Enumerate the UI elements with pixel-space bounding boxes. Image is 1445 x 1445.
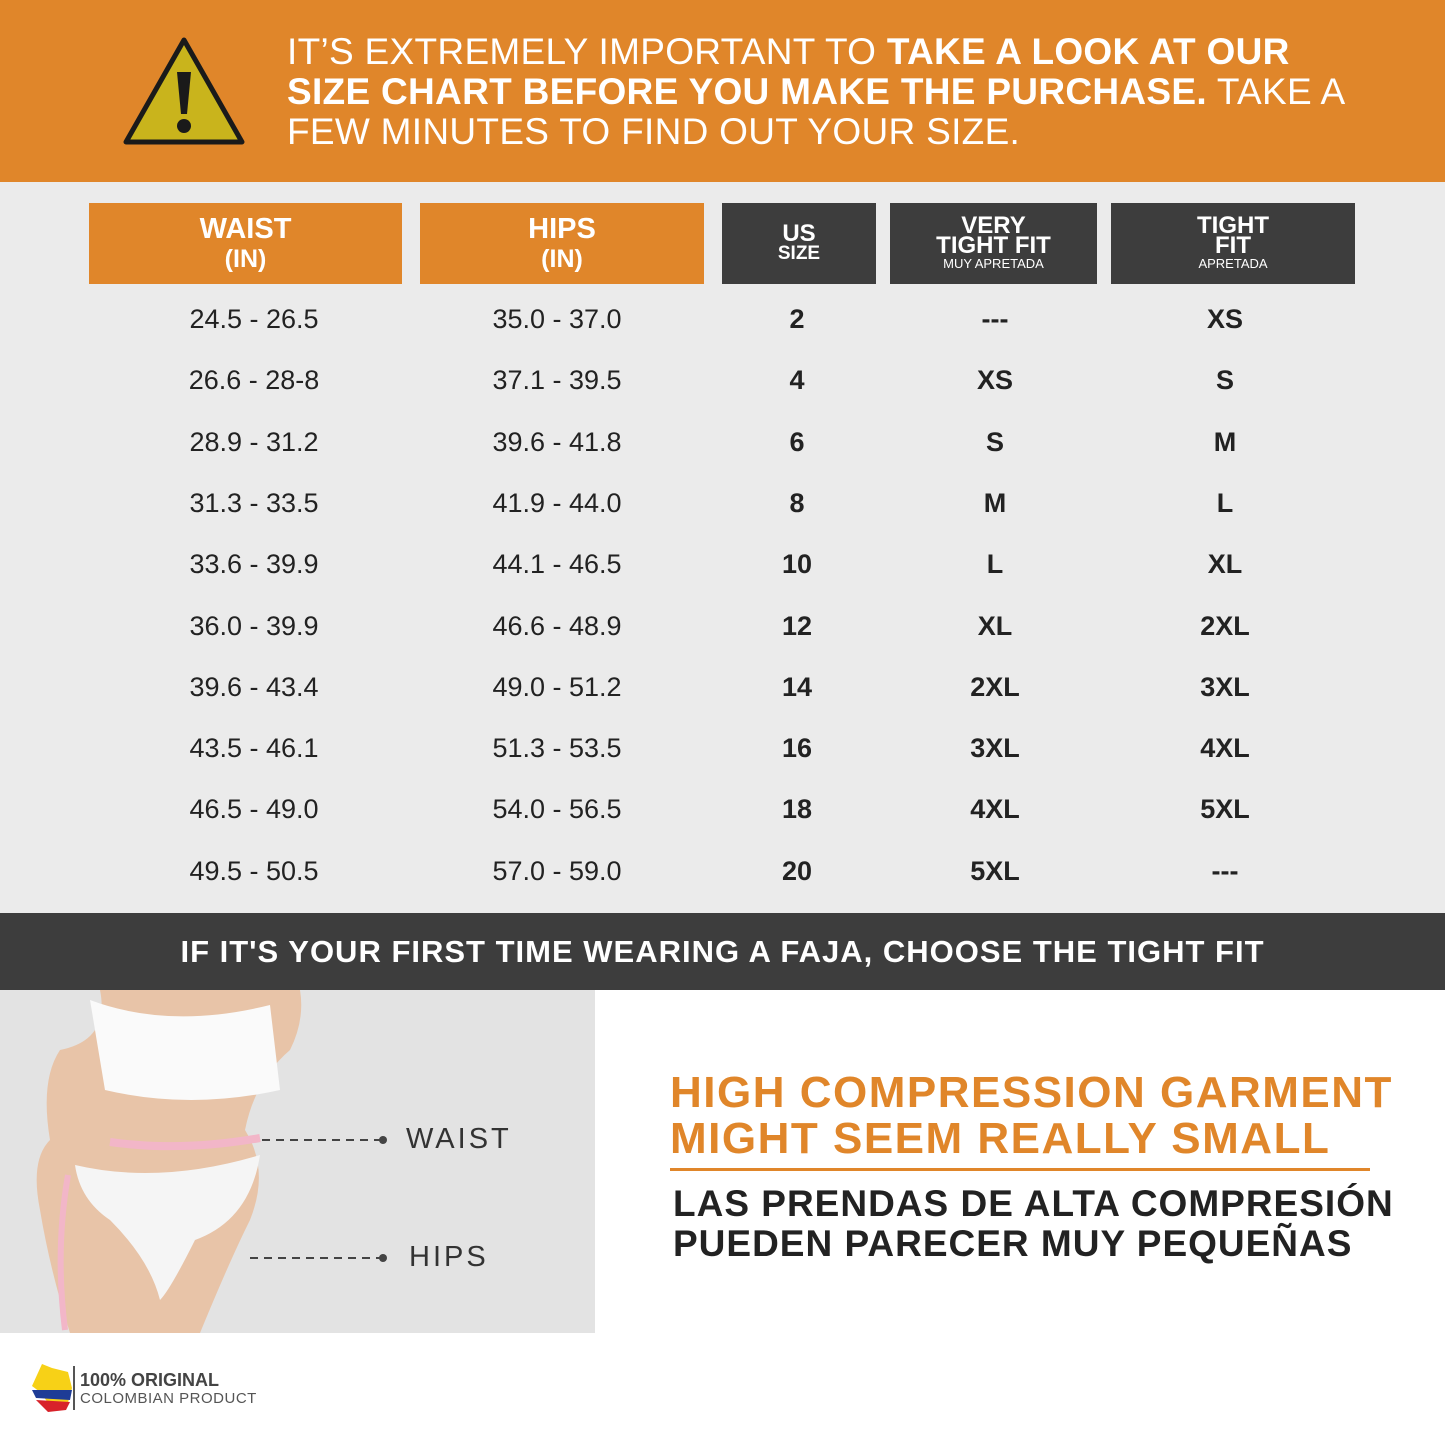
table-cell: 16 <box>781 733 813 764</box>
table-cell: 33.6 - 39.9 <box>189 549 319 580</box>
table-cell: 37.1 - 39.5 <box>492 365 622 396</box>
table-cell: 36.0 - 39.9 <box>189 610 319 641</box>
table-header: HIPS (IN) <box>420 203 704 284</box>
table-cell: XL <box>977 610 1013 641</box>
table-cell: XS <box>976 365 1014 396</box>
header-line: FIT <box>1215 231 1251 259</box>
header-line: VERY <box>961 211 1026 239</box>
table-background <box>0 182 1445 913</box>
table-cell: 6 <box>789 426 805 457</box>
logo-separator <box>73 1366 75 1410</box>
table-cell: 26.6 - 28-8 <box>188 365 320 396</box>
header-line: US <box>782 219 816 247</box>
header-line: (IN) <box>224 244 267 273</box>
table-cell: 49.0 - 51.2 <box>492 671 622 702</box>
table-cell: 24.5 - 26.5 <box>189 304 319 334</box>
header-line: WAIST <box>199 212 292 245</box>
table-cell: 49.5 - 50.5 <box>189 855 319 886</box>
headline: MIGHT SEEM REALLY SMALL <box>670 1114 1331 1163</box>
footer-title: 100% ORIGINAL <box>80 1370 220 1390</box>
banner-text: IT’S EXTREMELY IMPORTANT TO TAKE A LOOK … <box>287 32 1367 152</box>
warning-icon <box>123 37 245 145</box>
table-header: US SIZE <box>722 203 876 284</box>
notice-bar: IF IT'S YOUR FIRST TIME WEARING A FAJA, … <box>0 913 1445 990</box>
table-cell: XL <box>1207 549 1243 580</box>
header-line: TIGHT FIT <box>936 231 1051 259</box>
header-line: (IN) <box>541 244 583 273</box>
header-subtitle: APRETADA <box>1198 255 1268 271</box>
waist-label: WAIST <box>406 1123 512 1155</box>
table-cell: --- <box>1211 855 1239 886</box>
table-cell: 46.5 - 49.0 <box>189 794 319 825</box>
hips-label: HIPS <box>409 1241 489 1273</box>
divider <box>670 1168 1370 1171</box>
table-cell: 5XL <box>1200 794 1250 825</box>
table-cell: 28.9 - 31.2 <box>189 426 319 457</box>
table-cell: 8 <box>789 487 805 518</box>
table-cell: L <box>1216 487 1234 518</box>
table-cell: 2XL <box>1200 610 1250 641</box>
header-line: SIZE <box>777 242 821 264</box>
table-cell: 3XL <box>970 733 1020 764</box>
table-cell: S <box>1215 365 1234 396</box>
table-cell: 5XL <box>970 855 1020 886</box>
banner-bold: TAKE A LOOK AT OUR SIZE CHART BEFORE YOU… <box>287 31 1290 112</box>
table-cell: 3XL <box>1200 671 1250 702</box>
header-line: TIGHT <box>1197 211 1269 239</box>
table-cell: 39.6 - 41.8 <box>492 426 622 457</box>
table-cell: S <box>985 426 1004 457</box>
table-cell: 35.0 - 37.0 <box>492 304 622 334</box>
table-cell: 54.0 - 56.5 <box>492 794 622 825</box>
table-cell: M <box>983 487 1007 518</box>
banner: IT’S EXTREMELY IMPORTANT TO TAKE A LOOK … <box>0 0 1445 182</box>
table-header: WAIST (IN) <box>89 203 402 284</box>
table-cell: --- <box>981 304 1009 334</box>
banner-regular: TAKE A FEW MINUTES TO FIND OUT YOUR SIZE… <box>287 71 1344 152</box>
body-illustration <box>36 990 387 1333</box>
subheadline: LAS PRENDAS DE ALTA COMPRESIÓN <box>673 1183 1394 1224</box>
table-cell: 10 <box>781 549 813 580</box>
table-header: VERY TIGHT FIT MUY APRETADA <box>890 203 1097 284</box>
colombia-logo <box>32 1364 72 1412</box>
table-cell: 12 <box>781 610 813 641</box>
table-cell: M <box>1213 426 1237 457</box>
table-cell: 4XL <box>970 794 1020 825</box>
headline: HIGH COMPRESSION GARMENT <box>670 1068 1393 1117</box>
header-subtitle: MUY APRETADA <box>943 255 1044 271</box>
table-cell: 2XL <box>970 671 1020 702</box>
header-line: HIPS <box>528 212 596 245</box>
table-cell: 46.6 - 48.9 <box>492 610 622 641</box>
table-cell: 43.5 - 46.1 <box>189 733 319 764</box>
table-cell: 2 <box>789 304 805 334</box>
table-header: TIGHT FIT APRETADA <box>1111 203 1355 284</box>
subheadline: PUEDEN PARECER MUY PEQUEÑAS <box>673 1223 1353 1264</box>
table-cell: XS <box>1206 304 1244 334</box>
footer-subtitle: COLOMBIAN PRODUCT <box>80 1390 257 1407</box>
table-cell: 41.9 - 44.0 <box>492 487 622 518</box>
table-cell: 4XL <box>1200 733 1250 764</box>
table-cell: 39.6 - 43.4 <box>189 671 319 702</box>
table-cell: L <box>986 549 1004 580</box>
table-cell: 20 <box>781 855 813 886</box>
table-cell: 44.1 - 46.5 <box>492 549 622 580</box>
table-cell: 4 <box>789 365 805 396</box>
table-cell: 57.0 - 59.0 <box>492 855 622 886</box>
table-cell: 18 <box>781 794 813 825</box>
banner-regular: IT’S EXTREMELY IMPORTANT TO <box>287 31 887 72</box>
table-cell: 31.3 - 33.5 <box>189 487 319 518</box>
photo: WAIST HIPS <box>0 990 595 1333</box>
table-cell: 14 <box>781 671 813 702</box>
table-cell: 51.3 - 53.5 <box>492 733 622 764</box>
